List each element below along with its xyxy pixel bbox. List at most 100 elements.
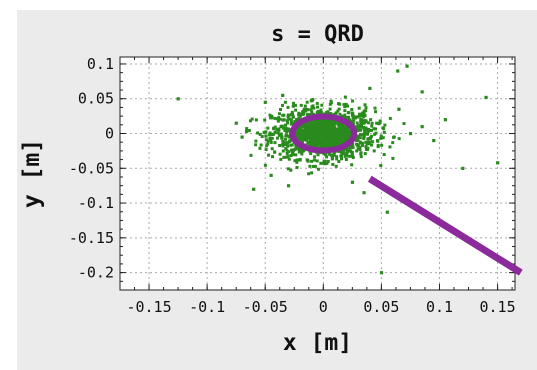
particle-point <box>290 113 294 117</box>
particle-point <box>362 191 366 195</box>
particle-point <box>343 116 347 120</box>
particle-point <box>312 118 316 122</box>
particle-point <box>342 128 346 132</box>
particle-point <box>294 153 298 157</box>
particle-point <box>273 141 277 145</box>
particle-point <box>316 105 320 109</box>
particle-point <box>264 138 268 142</box>
particle-point <box>339 157 343 161</box>
particle-point <box>276 119 280 123</box>
particle-point <box>330 129 334 133</box>
particle-point <box>378 121 382 125</box>
particle-point <box>343 154 347 158</box>
particle-point <box>260 135 264 139</box>
particle-point <box>296 133 300 137</box>
particle-point <box>301 129 305 133</box>
particle-point <box>379 136 383 140</box>
particle-point <box>299 149 303 153</box>
particle-point <box>343 138 347 142</box>
particle-point <box>364 140 368 144</box>
particle-point <box>316 120 320 124</box>
particle-point <box>364 126 368 130</box>
particle-point <box>350 151 354 155</box>
particle-point <box>314 142 318 146</box>
particle-point <box>340 150 344 154</box>
particle-point <box>329 101 333 105</box>
particle-point <box>370 143 374 147</box>
particle-point <box>263 100 267 104</box>
particle-point <box>330 156 334 160</box>
particle-point <box>288 140 292 144</box>
particle-point <box>337 150 341 154</box>
x-tick-label: -0.05 <box>243 298 288 316</box>
particle-point <box>281 126 285 130</box>
particle-point <box>331 136 335 140</box>
particle-point <box>273 116 277 120</box>
particle-point <box>351 99 355 103</box>
particle-point <box>289 154 293 158</box>
particle-point <box>305 136 309 140</box>
particle-point <box>344 102 348 106</box>
particle-point <box>273 125 277 129</box>
particle-point <box>329 140 333 144</box>
particle-point <box>309 108 313 112</box>
particle-point <box>356 136 360 140</box>
particle-point <box>302 132 306 136</box>
particle-point <box>344 147 348 151</box>
particle-point <box>294 144 298 148</box>
particle-point <box>297 147 301 151</box>
particle-point <box>273 150 277 154</box>
x-tick-label: 0 <box>319 298 328 316</box>
particle-point <box>332 133 336 137</box>
particle-point <box>321 122 325 126</box>
particle-point <box>360 114 364 118</box>
particle-point <box>354 126 358 130</box>
particle-point <box>306 121 310 125</box>
particle-point <box>391 156 395 160</box>
plot-frame <box>119 56 516 291</box>
particle-point <box>295 165 299 169</box>
particle-point <box>284 146 288 150</box>
particle-point <box>316 124 320 128</box>
particle-point <box>307 132 311 136</box>
scatter-chart: -0.15 -0.1 -0.05 0 0.05 0.1 0.150.10.050-0.05-… <box>19 22 523 356</box>
particle-point <box>295 160 299 164</box>
particle-point <box>330 138 334 142</box>
particle-point <box>304 126 308 130</box>
particle-point <box>295 117 299 121</box>
particle-point <box>396 69 400 73</box>
particle-point <box>312 158 316 162</box>
particle-point <box>349 154 353 158</box>
particle-point <box>297 137 301 141</box>
particle-point <box>320 103 324 107</box>
particle-point <box>309 141 313 145</box>
particle-point <box>484 95 488 100</box>
particle-point <box>340 124 344 128</box>
beam-ellipse <box>289 113 358 154</box>
particle-point <box>338 137 342 141</box>
particle-point <box>324 143 328 147</box>
particle-point <box>343 153 347 157</box>
particle-point <box>355 115 359 119</box>
particle-point <box>310 171 314 175</box>
particle-point <box>397 107 401 111</box>
particle-point <box>343 95 347 99</box>
particle-point <box>363 119 367 123</box>
particle-point <box>291 152 295 156</box>
particle-point <box>264 148 268 152</box>
particle-point <box>305 124 309 128</box>
particle-point <box>348 149 352 153</box>
particle-point <box>297 111 301 115</box>
particle-point <box>402 122 406 126</box>
particle-point <box>363 103 367 107</box>
particle-point <box>278 132 282 136</box>
particle-point <box>324 132 328 136</box>
particle-point <box>281 118 285 122</box>
particle-point <box>273 130 277 134</box>
particle-point <box>322 138 326 142</box>
particle-point <box>338 142 342 146</box>
particle-point <box>277 112 281 116</box>
particle-point <box>283 129 287 133</box>
particle-point <box>359 155 363 159</box>
particle-point <box>341 122 345 126</box>
